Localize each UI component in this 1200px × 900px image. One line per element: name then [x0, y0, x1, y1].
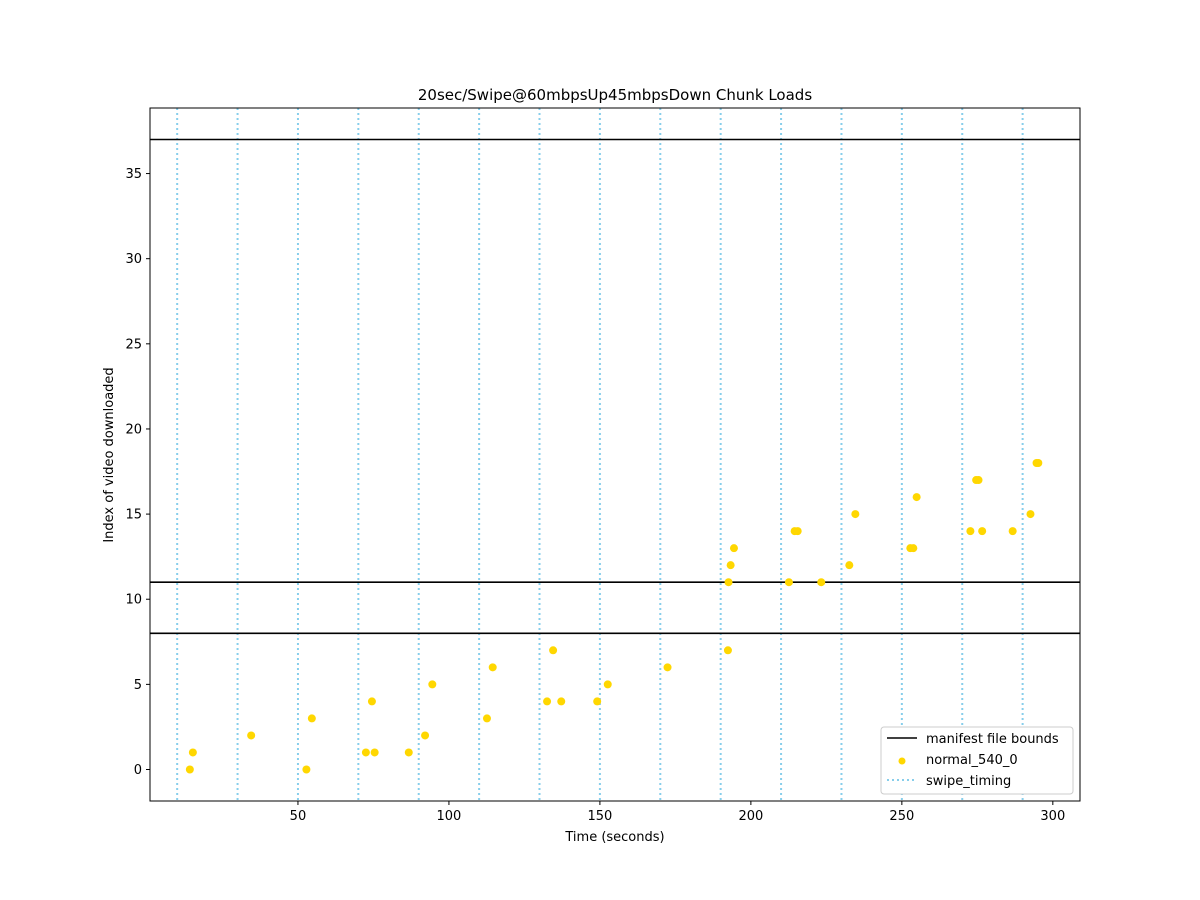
data-point-0-0 — [185, 765, 194, 774]
data-point-0-36 — [1008, 527, 1017, 536]
legend-box — [880, 726, 1074, 795]
data-point-0-28 — [851, 510, 860, 519]
x-axis-label: Time (seconds) — [564, 830, 664, 845]
data-point-0-26 — [817, 578, 826, 587]
y-tick-label-25: 25 — [125, 337, 142, 352]
x-tick-label-200: 200 — [738, 809, 763, 824]
y-tick-label-0: 0 — [134, 763, 142, 778]
data-point-0-13 — [543, 697, 552, 706]
data-point-0-3 — [302, 765, 311, 774]
data-point-0-9 — [421, 731, 430, 740]
data-point-0-7 — [370, 748, 379, 757]
data-point-0-27 — [845, 561, 854, 570]
data-point-0-34 — [974, 476, 983, 485]
manifest-bound-lines — [150, 138, 1080, 635]
x-axis: 50 100 150 200 250 300 — [290, 801, 1065, 824]
data-point-0-21 — [726, 561, 735, 570]
y-tick-label-5: 5 — [134, 678, 142, 693]
legend-label-manifest: manifest file bounds — [926, 732, 1059, 747]
data-point-0-6 — [367, 697, 376, 706]
y-tick-label-35: 35 — [125, 167, 142, 182]
swipe-timing-lines — [176, 108, 1024, 801]
data-point-0-22 — [729, 544, 738, 553]
data-point-0-31 — [912, 493, 921, 502]
y-tick-label-20: 20 — [125, 422, 142, 437]
data-point-0-11 — [482, 714, 491, 723]
data-point-0-18 — [663, 663, 672, 672]
data-point-0-4 — [307, 714, 316, 723]
y-axis-label: Index of video downloaded — [102, 367, 117, 542]
legend-label-swipe: swipe_timing — [926, 774, 1011, 789]
x-tick-label-150: 150 — [587, 809, 612, 824]
data-point-0-8 — [404, 748, 413, 757]
data-point-0-1 — [188, 748, 197, 757]
data-point-0-2 — [247, 731, 256, 740]
x-tick-label-50: 50 — [290, 809, 307, 824]
data-point-0-32 — [966, 527, 975, 536]
data-point-0-35 — [978, 527, 987, 536]
data-point-0-5 — [361, 748, 370, 757]
y-tick-label-15: 15 — [125, 508, 142, 523]
data-point-0-17 — [603, 680, 612, 689]
legend: manifest file bounds normal_540_0 swipe_… — [880, 726, 1074, 795]
data-point-0-15 — [557, 697, 566, 706]
data-point-0-10 — [428, 680, 437, 689]
plot-frame — [149, 107, 1081, 802]
y-tick-label-10: 10 — [125, 593, 142, 608]
data-point-0-25 — [793, 527, 802, 536]
legend-swatch-series — [898, 757, 906, 765]
x-tick-label-100: 100 — [437, 809, 462, 824]
data-point-0-12 — [488, 663, 497, 672]
data-point-0-23 — [784, 578, 793, 587]
x-tick-label-250: 250 — [889, 809, 914, 824]
legend-label-series: normal_540_0 — [926, 753, 1018, 768]
data-point-0-30 — [909, 544, 918, 553]
data-point-0-19 — [723, 646, 732, 655]
y-tick-label-30: 30 — [125, 252, 142, 267]
data-point-0-16 — [593, 697, 602, 706]
chart-title: 20sec/Swipe@60mbpsUp45mbpsDown Chunk Loa… — [418, 86, 812, 104]
data-point-0-14 — [549, 646, 558, 655]
data-point-0-37 — [1026, 510, 1035, 519]
data-point-0-39 — [1034, 459, 1043, 468]
data-point-0-20 — [724, 578, 733, 587]
scatter-points — [185, 459, 1043, 774]
x-tick-label-300: 300 — [1040, 809, 1065, 824]
y-axis: 0 5 10 15 20 25 30 35 — [125, 167, 150, 778]
